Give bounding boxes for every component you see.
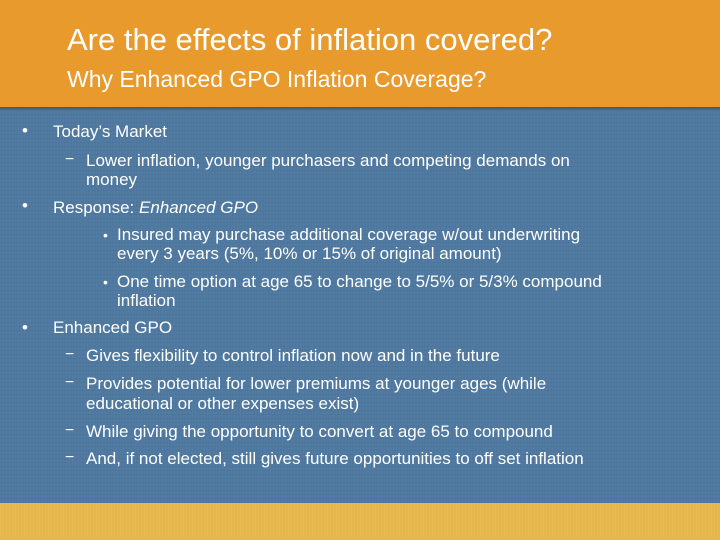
dash-marker: − (65, 151, 75, 168)
bullet-response: Response: Enhanced GPO (53, 198, 258, 218)
dash-marker: − (65, 374, 75, 391)
subpoint-lower-premiums: Provides potential for lower premiums at… (86, 374, 547, 393)
slide-title: Are the effects of inflation covered? (67, 22, 553, 57)
subpoint-flexibility: Gives flexibility to control inflation n… (86, 346, 500, 365)
subpoint-lower-premiums-cont: educational or other expenses exist) (86, 394, 360, 413)
bullet-today-market: Today’s Market (53, 122, 168, 141)
dash-marker: − (65, 346, 75, 363)
subpoint-one-time-option-cont: inflation (117, 291, 176, 310)
subpoint-one-time-option: One time option at age 65 to change to 5… (117, 272, 602, 291)
subpoint-future-opportunities: And, if not elected, still gives future … (86, 449, 584, 468)
slide-subtitle: Why Enhanced GPO Inflation Coverage? (67, 66, 487, 92)
subpoint-insured-purchase: Insured may purchase additional coverage… (117, 225, 581, 244)
bullet-enhanced-gpo: Enhanced GPO (53, 318, 173, 337)
banner-shadow (0, 107, 720, 111)
bullet-marker: • (22, 121, 28, 140)
sub-bullet-marker: • (103, 227, 108, 243)
dash-marker: − (65, 449, 75, 466)
subpoint-insured-purchase-cont: every 3 years (5%, 10% or 15% of origina… (117, 244, 502, 263)
content-area (0, 111, 720, 503)
subpoint-lower-inflation: Lower inflation, younger purchasers and … (86, 151, 570, 170)
response-italic: Enhanced GPO (139, 198, 259, 217)
subpoint-convert-at-65: While giving the opportunity to convert … (86, 422, 553, 441)
sub-bullet-marker: • (103, 274, 108, 290)
bullet-marker: • (22, 196, 28, 215)
footer-bar (0, 503, 720, 540)
response-label: Response: (53, 198, 139, 217)
subpoint-lower-inflation-cont: money (86, 170, 138, 189)
dash-marker: − (65, 422, 75, 439)
bullet-marker: • (22, 318, 28, 337)
title-banner: Are the effects of inflation covered? Wh… (0, 0, 720, 107)
